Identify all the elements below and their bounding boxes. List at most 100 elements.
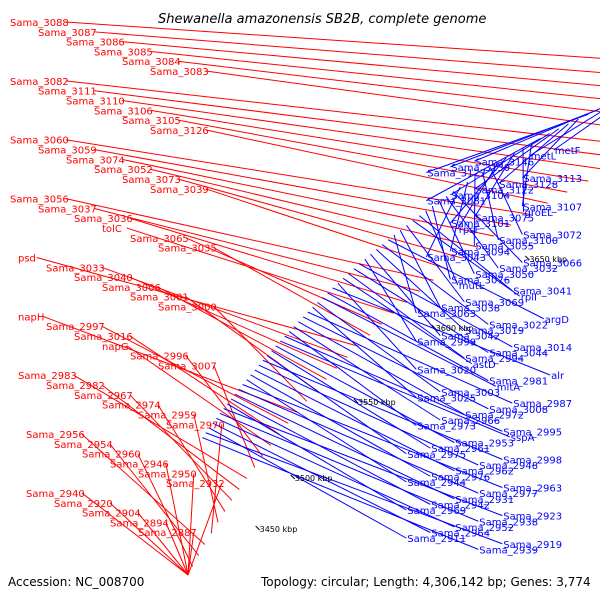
gene-label: rplI [521,292,537,303]
gene-label: Sama_2977 [479,489,538,500]
gene-label: Sama_3035 [158,244,217,255]
topology-summary: Topology: circular; Length: 4,306,142 bp… [260,575,591,589]
gene-leader-line [93,149,512,226]
gene-label: Sama_2956 [26,430,85,441]
gene-leader-line [521,118,579,179]
gene-label: metL [531,152,557,163]
gene-leader-line [205,70,600,126]
gene-leader-line [234,393,455,500]
gene-label: Sama_3056 [10,195,69,206]
gene-leader-line [238,388,479,494]
gene-leader-line [322,297,497,387]
gene-leader-line [275,345,455,443]
gene-label: Sama_2919 [503,540,562,551]
gene-leader-line [387,239,545,320]
gene-label: Sama_3122 [475,185,534,196]
gene-label: mutL [459,281,485,292]
gene-leader-line [258,364,479,466]
gene-label: Sama_3101 [451,219,510,230]
gene-label: Sama_2948 [479,461,538,472]
gene-label: Sama_3000 [158,303,217,314]
gene-label: Sama_3113 [523,174,582,185]
gene-label: Sama_3073 [122,175,181,186]
gene-label: Sama_3055 [475,242,534,253]
gene-label: Sama_3001 [130,293,189,304]
gene-label: Sama_2954 [54,440,113,451]
gene-label: Sama_3032 [499,264,558,275]
gene-leader-line [473,152,515,218]
gene-leader-line [359,263,513,348]
gene-leader-line [284,335,503,432]
gene-label: Sama_2974 [102,401,161,412]
gene-label: Sama_3105 [122,116,181,127]
gene-label: Sama_2983 [18,371,77,382]
gene-label: Sama_3111 [38,87,97,98]
gene-leader-line [431,205,451,280]
gene-leader-line [522,148,524,212]
gene-leader-line [93,31,600,74]
gene-label: Sama_3088 [10,18,69,29]
gene-leader-line [452,191,523,263]
gene-leader-line [412,220,521,297]
gene-leader-line [457,162,499,230]
gene-label: Sama_3020 [417,365,476,376]
gene-label: Sama_2964 [431,529,490,540]
gene-leader-line [332,287,551,376]
gene-label: Sama_2963 [503,484,562,495]
gene-leader-line [149,50,600,100]
gene-leader-line [187,473,195,576]
kbp-tick-label: 3450 kbp [260,525,298,534]
gene-label: Sama_2931 [455,495,514,506]
gene-label: Sama_3087 [38,28,97,39]
gene-label: Sama_2999 [417,337,476,348]
gene-label: Sama_3050 [475,270,534,281]
gene-label: Sama_2920 [54,499,113,510]
gene-leader-line [445,196,499,269]
gene-label: Sama_3033 [46,263,105,274]
gene-leader-line [489,167,523,235]
gene-leader-line [262,359,503,460]
gene-label: tolC [102,224,122,235]
gene-label: Sama_3072 [523,230,582,241]
gene-leader-line [212,422,431,533]
gene-leader-line [529,111,600,157]
gene-leader-line [126,345,272,446]
gene-label: Sama_2970 [166,420,225,431]
gene-label: Sama_3110 [66,96,125,107]
gene-label: Sama_2887 [138,528,197,539]
gene-label: Sama_3014 [513,343,572,354]
gene-label: Sama_2996 [130,352,189,363]
gene-leader-line [205,432,503,545]
gene-leader-line [187,482,223,576]
gene-leader-line [298,321,465,415]
map-title: Shewanella amazonensis SB2B, complete ge… [158,12,486,27]
gene-leader-line [242,384,503,488]
gene-leader-line [185,237,382,325]
gene-label: Sama_3146 [475,157,534,168]
gene-label: Sama_3074 [66,155,125,166]
gene-label: Sama_3059 [38,146,97,157]
gene-leader-line [293,326,441,421]
gene-leader-line [381,244,489,325]
gene-label: Sama_2972 [465,410,524,421]
kbp-tick-mark [290,474,296,480]
gene-leader-line [418,215,513,292]
gene-label: Sama_3008 [489,405,548,416]
gene-label: Sama_3130 [451,163,510,174]
gene-leader-line [137,512,189,576]
gene-leader-line [370,253,441,336]
gene-label: Sama_2904 [82,509,141,520]
gene-leader-line [185,355,264,457]
gene-leader-line [205,188,448,270]
gene-label: Sama_3081 [427,197,486,208]
gene-label: sspA [511,433,535,444]
gene-leader-line [81,492,189,576]
gene-leader-line [449,181,469,252]
gene-leader-line [219,412,479,522]
gene-label: groEL [525,208,554,219]
gene-label: Sama_3016 [74,332,133,343]
gene-label: Sama_2995 [503,427,562,438]
gene-leader-line [129,217,407,303]
gene-label: Sama_3066 [523,259,582,270]
gene-leader-line [271,350,431,449]
